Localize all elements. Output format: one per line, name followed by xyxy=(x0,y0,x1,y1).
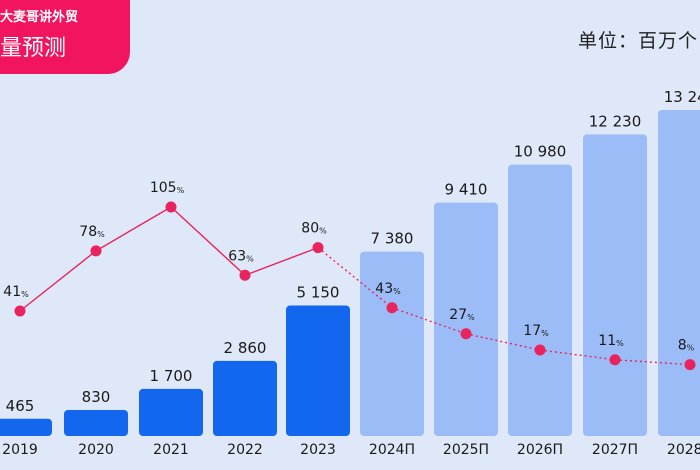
bar-value-label-2027П: 12 230 xyxy=(589,112,642,130)
growth-line-segment-2 xyxy=(95,206,172,252)
growth-line-segment-4 xyxy=(244,246,319,276)
bar-value-label-2028П: 13 240 xyxy=(664,88,700,106)
brand-label: 大麦哥讲外贸 xyxy=(0,10,79,25)
bar-2022 xyxy=(213,360,277,436)
bar-2023 xyxy=(286,305,350,436)
growth-label-2022: 63% xyxy=(228,248,254,264)
bar-value-label-2021: 1 700 xyxy=(150,367,193,385)
growth-line-segment-5 xyxy=(317,247,393,309)
growth-label-unit: % xyxy=(616,339,624,348)
growth-point-2022 xyxy=(239,269,251,281)
growth-label-unit: % xyxy=(687,344,695,353)
x-tick-label-2027П: 2027П xyxy=(592,442,638,458)
x-tick-label-2028П: 2028П xyxy=(667,442,700,458)
growth-line-segment-3 xyxy=(170,206,246,276)
bar-value-label-2023: 5 150 xyxy=(297,284,340,302)
growth-label-unit: % xyxy=(97,230,105,239)
growth-point-2025П xyxy=(460,328,472,340)
x-tick-label-2022: 2022 xyxy=(227,442,263,458)
unit-label: 单位：百万个 xyxy=(578,30,699,52)
growth-label-unit: % xyxy=(541,329,549,338)
growth-label-unit: % xyxy=(467,313,475,322)
bar-value-label-2022: 2 860 xyxy=(224,339,267,357)
growth-line-segment-1 xyxy=(19,250,97,312)
bar-2020 xyxy=(64,409,128,436)
bar-value-label-2020: 830 xyxy=(82,388,111,406)
growth-label-2021: 105% xyxy=(150,180,185,196)
bar-value-label-2025П: 9 410 xyxy=(445,181,488,199)
bar-value-label-2024П: 7 380 xyxy=(371,230,414,248)
growth-label-unit: % xyxy=(21,290,29,299)
growth-label-2019: 41% xyxy=(3,284,29,300)
bar-2026П xyxy=(508,164,572,436)
growth-point-2021 xyxy=(165,201,177,213)
growth-label-unit: % xyxy=(246,254,254,263)
x-tick-label-2020: 2020 xyxy=(78,442,114,458)
x-tick-label-2019: 2019 xyxy=(2,442,38,458)
bar-2021 xyxy=(139,388,203,436)
x-tick-label-2021: 2021 xyxy=(153,442,189,458)
growth-point-2020 xyxy=(90,245,102,257)
growth-label-2023: 80% xyxy=(301,221,327,237)
growth-point-2028П xyxy=(684,359,696,371)
bar-2027П xyxy=(583,134,647,436)
bar-2019 xyxy=(0,418,52,436)
growth-point-2026П xyxy=(534,344,546,356)
x-tick-label-2023: 2023 xyxy=(300,442,336,458)
x-tick-label-2024П: 2024П xyxy=(369,442,415,458)
growth-label-unit: % xyxy=(177,186,185,195)
bar-2025П xyxy=(434,202,498,436)
bar-value-label-2019: 465 xyxy=(6,397,35,415)
growth-point-2023 xyxy=(312,242,324,254)
growth-point-2027П xyxy=(609,354,621,366)
growth-point-2024П xyxy=(386,302,398,314)
bar-value-label-2026П: 10 980 xyxy=(514,143,567,161)
bar-2024П xyxy=(360,251,424,436)
chart-title: 量预测 xyxy=(0,36,67,61)
growth-point-2019 xyxy=(14,305,26,317)
growth-line-segment-6 xyxy=(391,307,467,335)
growth-label-unit: % xyxy=(393,287,401,296)
title-badge: 大麦哥讲外贸 量预测 xyxy=(0,0,130,74)
growth-label-2020: 78% xyxy=(79,224,105,240)
x-tick-label-2025П: 2025П xyxy=(443,442,489,458)
growth-label-unit: % xyxy=(319,227,327,236)
bar-2028П xyxy=(658,110,700,436)
x-tick-label-2026П: 2026П xyxy=(517,442,563,458)
